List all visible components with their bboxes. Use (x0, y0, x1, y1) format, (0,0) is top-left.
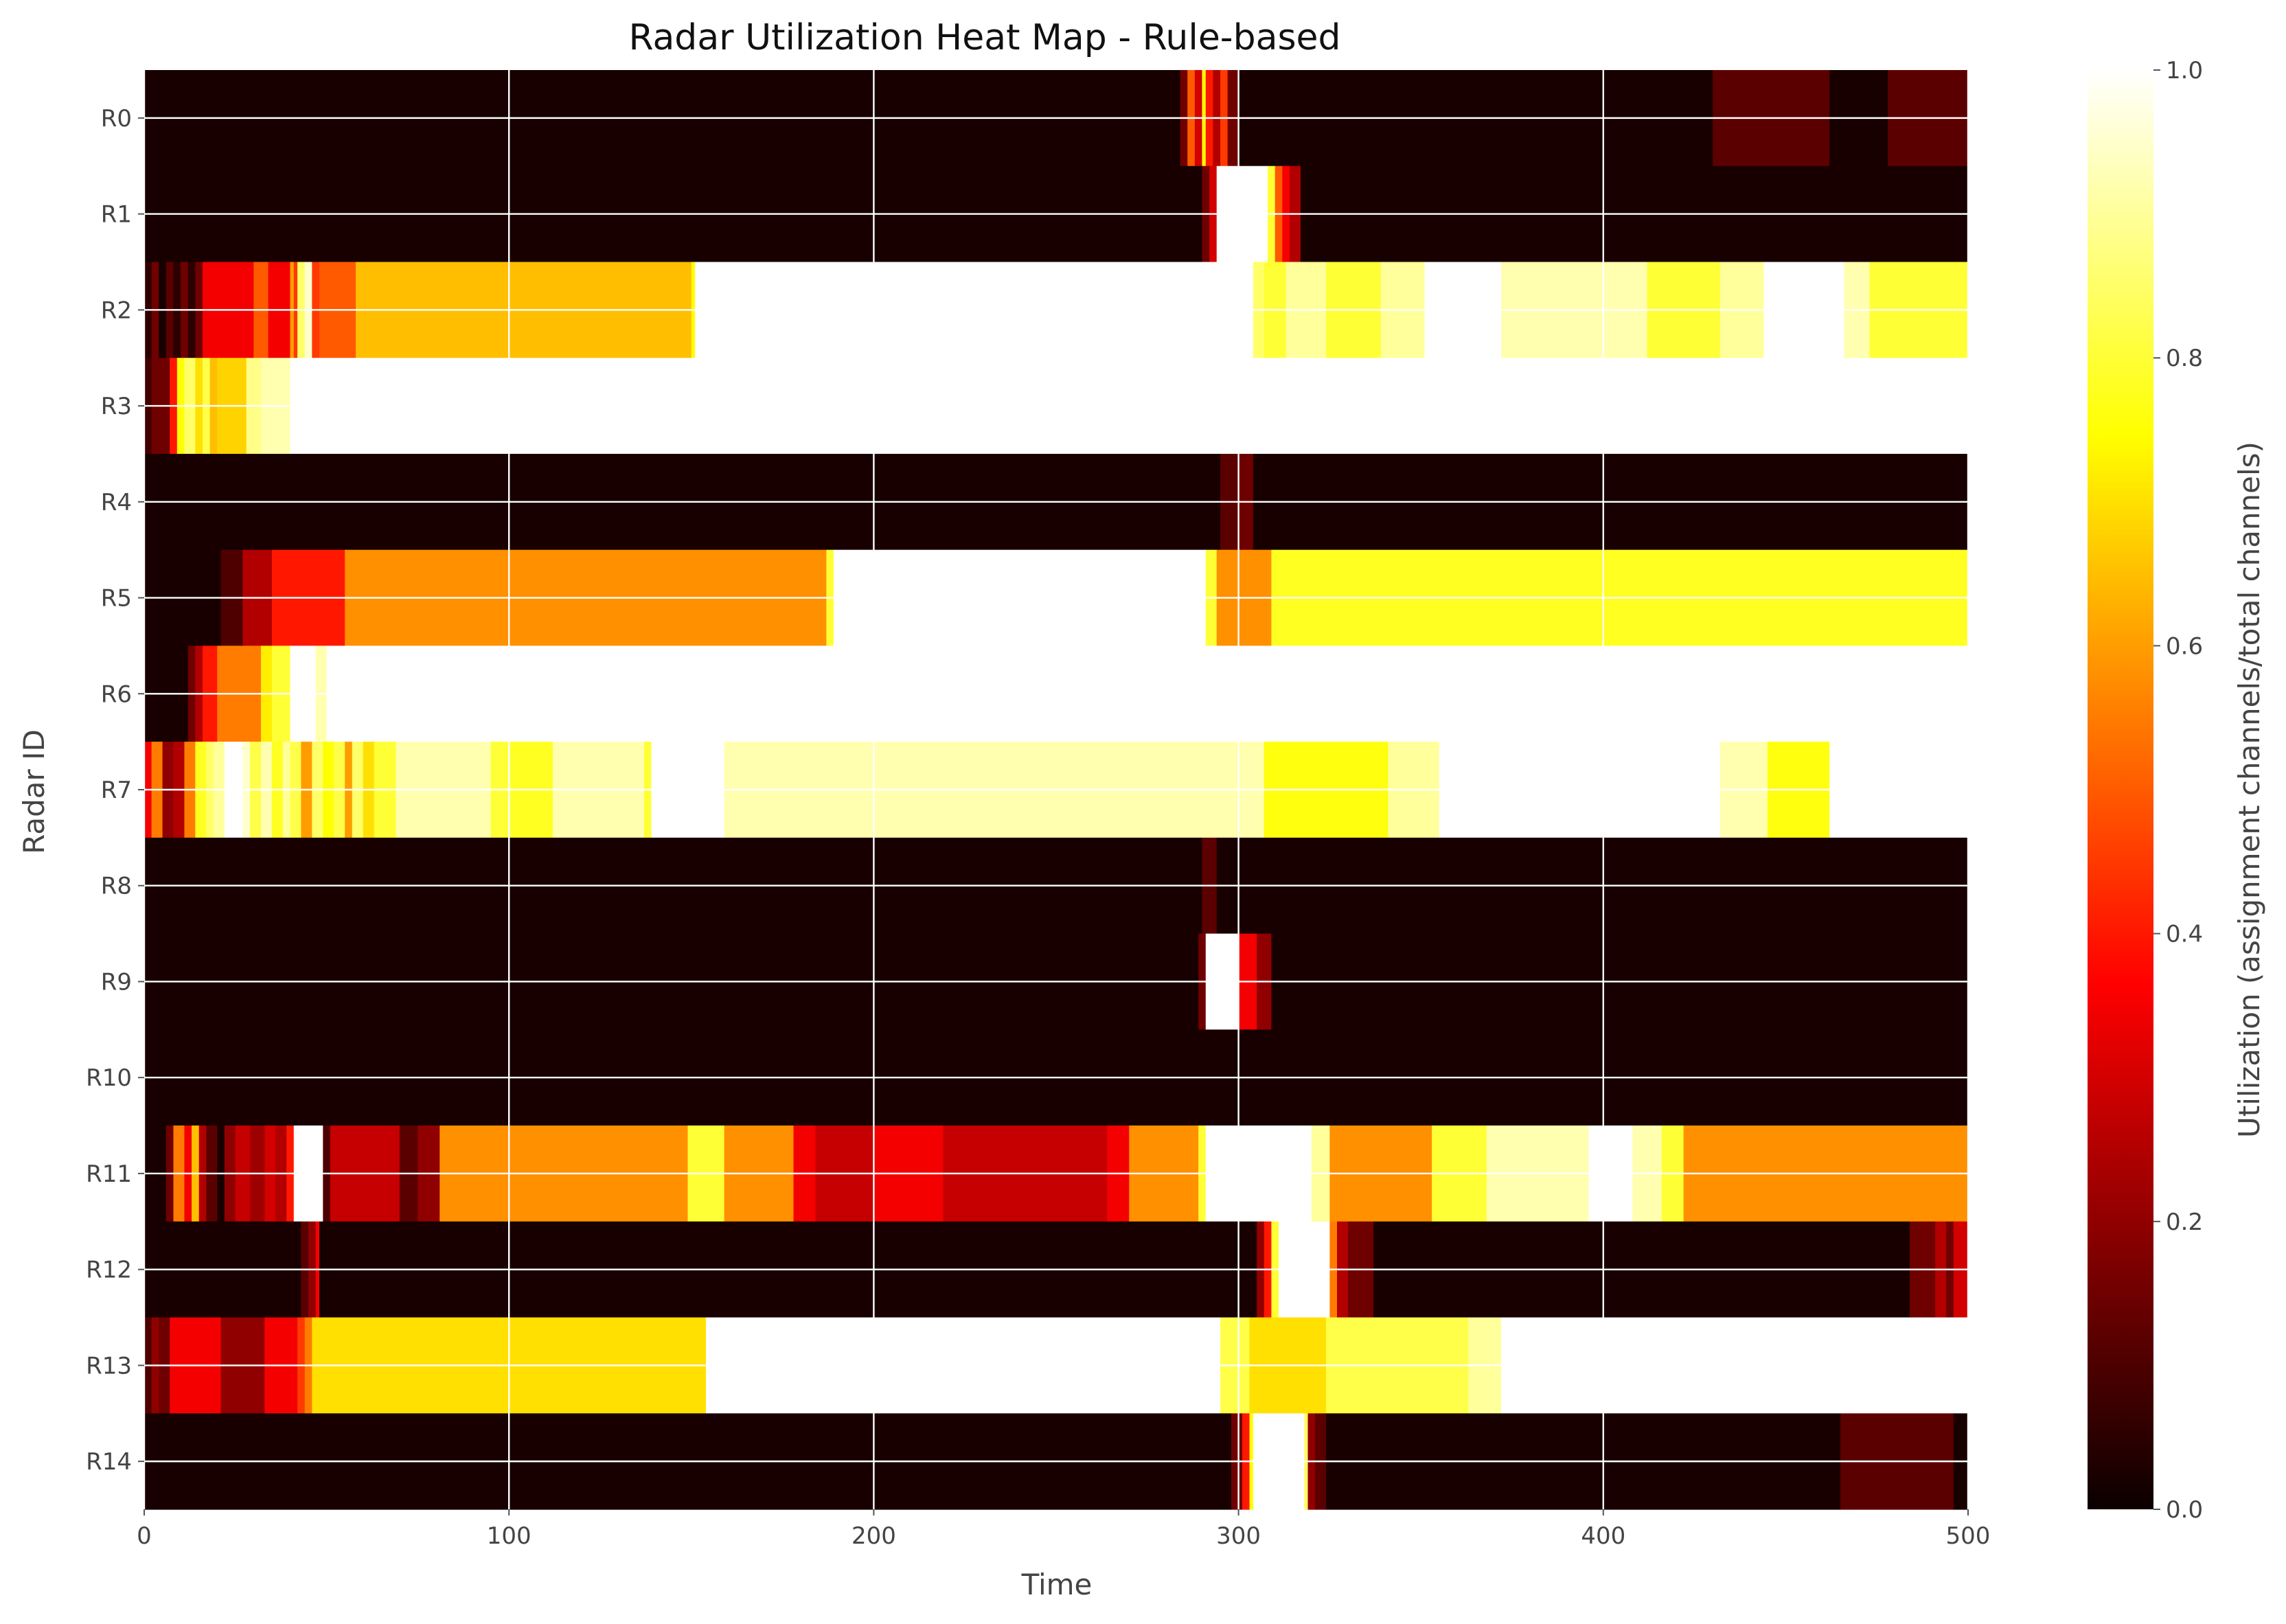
x-tick-label: 0 (137, 1522, 152, 1550)
colorbar-tick-label: 1.0 (2166, 57, 2203, 84)
x-axis-ticks: 0 100 200 300 400 500 (137, 1509, 1990, 1550)
colorbar-ticks: 0.0 0.2 0.4 0.6 0.8 1.0 (2153, 57, 2203, 1524)
x-tick-label: 100 (487, 1522, 532, 1550)
y-tick-label: R3 (101, 393, 132, 420)
colorbar-tick-label: 0.6 (2166, 632, 2203, 660)
y-tick-label: R14 (86, 1448, 132, 1476)
y-tick-label: R7 (101, 777, 132, 804)
colorbar-label: Utilization (assignment channels/total c… (2232, 442, 2266, 1138)
chart-title: Radar Utilization Heat Map - Rule-based (628, 17, 1340, 58)
grid-lines (143, 70, 1969, 1509)
x-tick-label: 500 (1946, 1522, 1991, 1550)
y-tick-label: R6 (101, 681, 132, 708)
y-tick-label: R2 (101, 297, 132, 324)
colorbar-tick-label: 0.4 (2166, 921, 2203, 948)
colorbar-tick-label: 0.8 (2166, 345, 2203, 372)
x-axis-label: Time (1021, 1568, 1093, 1601)
colorbar-tick-label: 0.2 (2166, 1209, 2203, 1236)
y-axis-ticks: R0 R1 R2 R3 R4 R5 R6 R7 R8 R9 R10 R11 R12 R13 R14 (86, 105, 144, 1476)
y-tick-label: R8 (101, 873, 132, 900)
y-tick-label: R1 (101, 201, 132, 229)
y-tick-label: R0 (101, 105, 132, 133)
y-tick-label: R9 (101, 968, 132, 996)
x-tick-label: 400 (1581, 1522, 1625, 1550)
colorbar (2088, 70, 2153, 1509)
y-tick-label: R11 (86, 1160, 132, 1188)
y-tick-label: R10 (86, 1064, 132, 1092)
x-tick-label: 300 (1216, 1522, 1261, 1550)
x-tick-label: 200 (851, 1522, 896, 1550)
colorbar-tick-label: 0.0 (2166, 1496, 2203, 1524)
y-tick-label: R5 (101, 585, 132, 613)
y-tick-label: R12 (86, 1257, 132, 1284)
y-tick-label: R13 (86, 1352, 132, 1380)
y-axis-label: Radar ID (17, 729, 51, 854)
y-tick-label: R4 (101, 489, 132, 516)
